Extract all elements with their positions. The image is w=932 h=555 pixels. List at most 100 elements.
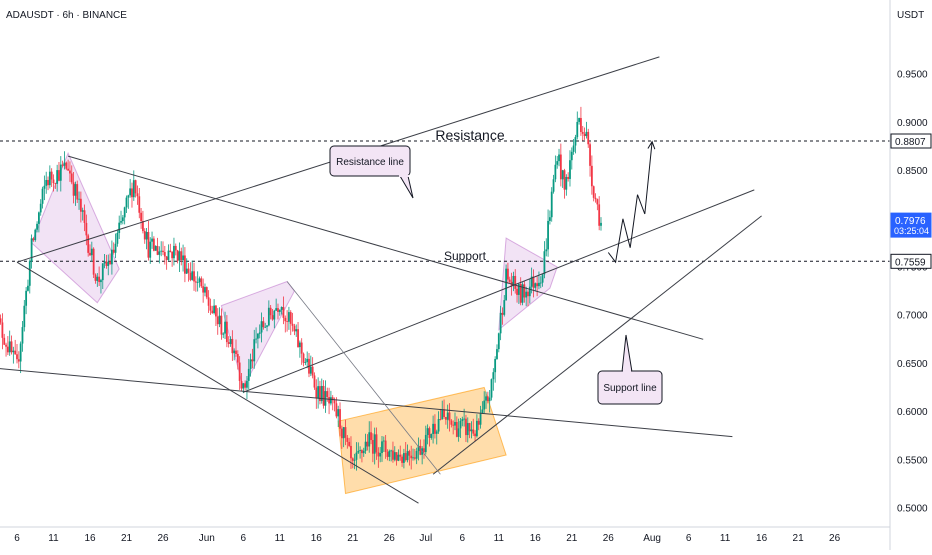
candle	[434, 414, 436, 439]
candle	[67, 159, 69, 171]
candle	[297, 322, 299, 348]
candle	[428, 426, 431, 447]
candle	[348, 437, 351, 448]
candle	[499, 305, 502, 341]
candle	[472, 418, 475, 436]
candle	[87, 233, 90, 257]
candle	[410, 445, 413, 470]
candle	[496, 344, 498, 360]
time-tick-label: 6	[460, 533, 466, 544]
candle	[105, 254, 108, 269]
candle	[406, 444, 409, 463]
candle	[339, 402, 341, 437]
candle	[246, 376, 248, 400]
price-tick-label: 0.6000	[897, 407, 928, 418]
candle	[118, 215, 121, 239]
candle	[446, 404, 449, 429]
time-tick-label: 11	[720, 533, 731, 544]
candle	[70, 165, 73, 185]
candle	[262, 317, 265, 330]
candle	[48, 165, 51, 189]
candle	[534, 282, 537, 292]
candle	[193, 262, 195, 291]
candle	[52, 174, 55, 192]
candle	[443, 399, 445, 419]
candle	[587, 128, 590, 148]
candle	[594, 193, 597, 203]
candle	[415, 447, 418, 465]
candle	[244, 380, 247, 391]
candle	[233, 348, 236, 361]
candle	[112, 242, 115, 255]
time-tick-label: 21	[566, 533, 578, 544]
candle	[293, 323, 296, 336]
candle	[437, 411, 440, 434]
candle	[381, 436, 383, 462]
candle	[269, 305, 272, 320]
candle	[470, 421, 473, 439]
candle	[364, 433, 367, 454]
candle	[1, 313, 4, 350]
candle	[386, 449, 389, 461]
candle	[286, 310, 288, 332]
svg-text:03:25:04: 03:25:04	[894, 226, 929, 236]
time-axis[interactable]: 6 11 16 21 26 Jun 6 11 16 21 26 Jul 6 11 16 21 26 Aug 6 11 1…	[14, 533, 840, 544]
candle	[5, 342, 7, 357]
candle	[351, 457, 354, 469]
candle	[3, 333, 6, 346]
trend-line-rising-channel-lower	[243, 189, 755, 393]
candle	[590, 155, 593, 195]
candle	[581, 125, 584, 141]
candle	[561, 169, 564, 188]
candle	[578, 117, 580, 125]
candle	[516, 285, 518, 303]
candle	[284, 315, 287, 333]
candle	[549, 210, 551, 225]
price-tick-label: 0.5000	[897, 504, 928, 515]
candle	[266, 325, 268, 332]
candle	[43, 175, 46, 201]
candle	[111, 240, 113, 275]
candle	[83, 204, 86, 232]
time-tick-label: Aug	[643, 533, 661, 544]
candle	[257, 332, 259, 349]
candle	[528, 278, 531, 304]
candle	[574, 134, 577, 154]
candle	[592, 185, 595, 202]
candle	[476, 414, 478, 438]
candle	[306, 351, 309, 369]
candle	[41, 186, 44, 209]
candle	[486, 391, 489, 404]
candle	[116, 229, 119, 247]
time-tick-label: 16	[84, 533, 96, 544]
candle	[430, 433, 433, 440]
candle	[107, 254, 110, 276]
candle	[525, 286, 528, 307]
time-tick-label: 16	[756, 533, 768, 544]
candle	[136, 185, 139, 205]
time-tick-label: 26	[829, 533, 841, 544]
candle	[92, 247, 95, 279]
candle	[78, 191, 80, 210]
candle	[508, 276, 511, 284]
candle	[563, 168, 566, 199]
price-tick-label: 0.5500	[897, 455, 928, 466]
candle	[413, 449, 416, 461]
candle	[565, 174, 568, 196]
candle	[32, 237, 35, 242]
candle	[337, 405, 340, 428]
candle	[320, 378, 323, 404]
candle	[569, 150, 571, 187]
candle	[50, 168, 53, 187]
candle	[419, 439, 422, 456]
candle	[455, 416, 458, 438]
time-tick-label: 26	[157, 533, 169, 544]
candle	[466, 417, 469, 443]
symbol-label: ADAUSDT · 6h · BINANCE	[6, 10, 127, 21]
candle	[247, 358, 250, 390]
candle	[390, 449, 393, 462]
candle	[273, 309, 276, 329]
